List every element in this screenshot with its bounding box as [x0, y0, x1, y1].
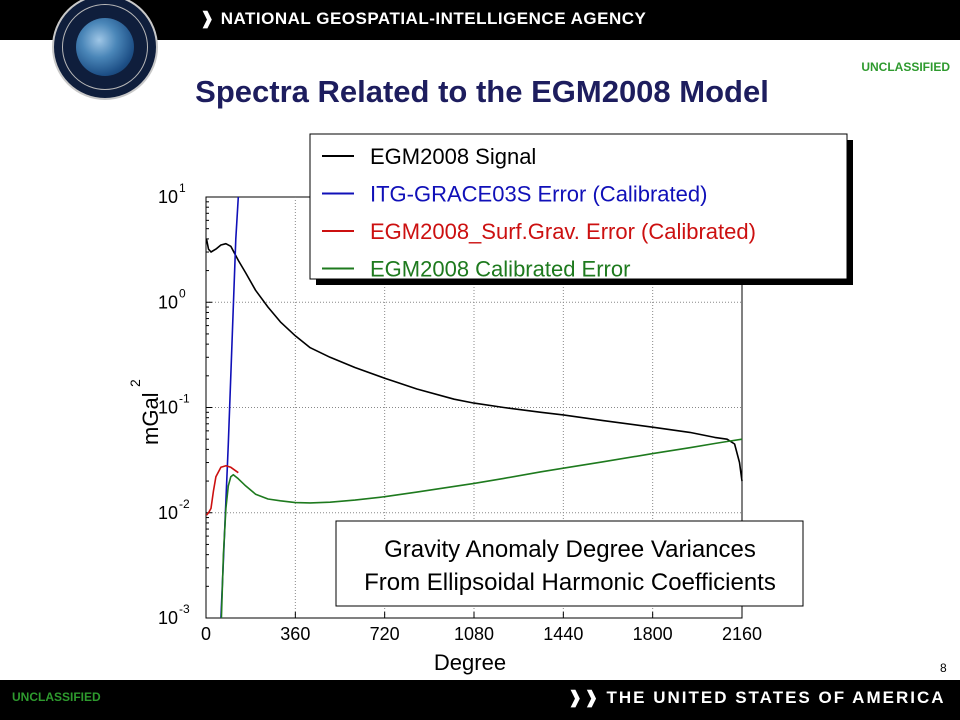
- series-line: [220, 438, 743, 619]
- y-tick-label: 10: [158, 398, 178, 418]
- y-tick-exponent: -1: [179, 392, 190, 406]
- agency-seal: [52, 0, 158, 100]
- x-tick-label: 1800: [633, 624, 673, 644]
- y-tick-label: 10: [158, 503, 178, 523]
- agency-name: ❱ NATIONAL GEOSPATIAL-INTELLIGENCE AGENCY: [200, 9, 646, 29]
- y-tick-exponent: 1: [179, 181, 186, 195]
- x-tick-label: 0: [201, 624, 211, 644]
- x-tick-label: 1440: [543, 624, 583, 644]
- legend-entry: ITG-GRACE03S Error (Calibrated): [370, 182, 707, 207]
- country-label: THE UNITED STATES OF AMERICA: [606, 688, 946, 707]
- slide-title-text: Spectra Related to the EGM2008 Model: [195, 74, 769, 109]
- y-tick-label: 10: [158, 292, 178, 312]
- x-axis-label: Degree: [434, 650, 506, 675]
- x-tick-label: 360: [280, 624, 310, 644]
- y-tick-label: 10: [158, 608, 178, 628]
- x-tick-label: 2160: [722, 624, 762, 644]
- x-tick-label: 720: [370, 624, 400, 644]
- chevron-icon: ❱❱: [568, 688, 601, 707]
- legend-entry: EGM2008 Signal: [370, 144, 536, 169]
- page-number: 8: [940, 661, 947, 675]
- classification-bottom: UNCLASSIFIED: [12, 690, 101, 704]
- seal-ring: [62, 4, 148, 90]
- top-banner: [0, 0, 960, 40]
- y-tick-exponent: 0: [179, 286, 186, 300]
- y-tick-label: 10: [158, 187, 178, 207]
- y-axis-label: mGal: [138, 392, 163, 445]
- y-axis-label-exponent: 2: [127, 379, 143, 387]
- classification-top: UNCLASSIFIED: [861, 60, 950, 74]
- annotation-line-2: From Ellipsoidal Harmonic Coefficients: [364, 569, 776, 596]
- bottom-banner: [0, 680, 960, 720]
- legend-entry: EGM2008 Calibrated Error: [370, 257, 630, 282]
- annotation-box: [335, 520, 804, 607]
- series-line: [205, 238, 743, 482]
- slide-title: Spectra Related to the EGM2008 Model: [0, 74, 960, 110]
- globe-icon: [76, 18, 134, 76]
- annotation-line-1: Gravity Anomaly Degree Variances: [384, 536, 756, 563]
- legend-entry: EGM2008_Surf.Grav. Error (Calibrated): [370, 219, 756, 244]
- y-tick-exponent: -2: [179, 497, 190, 511]
- series-line: [205, 464, 239, 516]
- country-banner: ❱❱ THE UNITED STATES OF AMERICA: [568, 688, 946, 708]
- chevron-icon: ❱: [200, 9, 215, 28]
- legend-box: [309, 133, 848, 280]
- agency-label: NATIONAL GEOSPATIAL-INTELLIGENCE AGENCY: [220, 9, 647, 28]
- y-tick-exponent: -3: [179, 602, 190, 616]
- x-tick-label: 1080: [454, 624, 494, 644]
